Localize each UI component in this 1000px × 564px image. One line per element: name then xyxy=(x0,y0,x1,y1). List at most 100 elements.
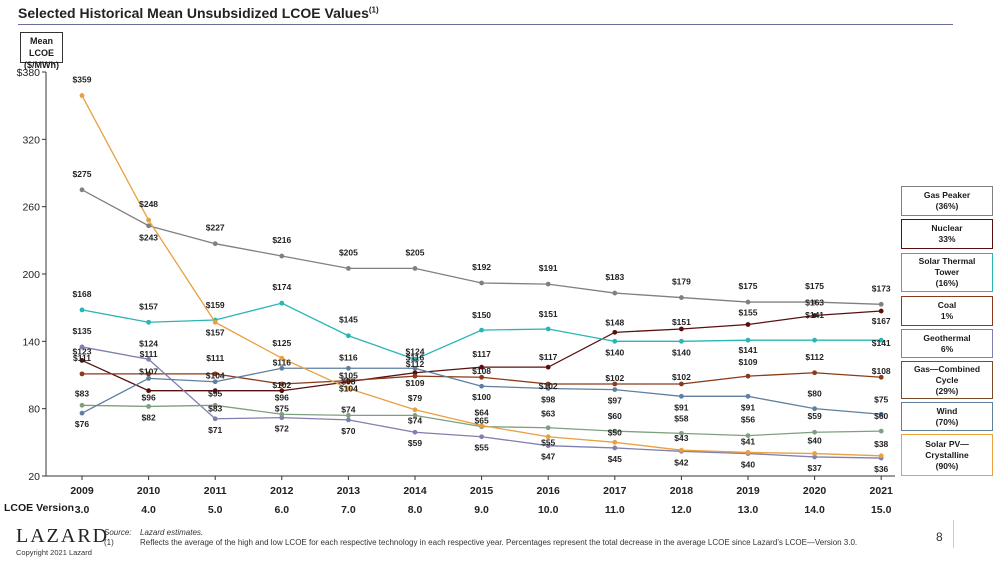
data-label: $192 xyxy=(472,262,491,272)
data-label: $140 xyxy=(672,347,691,357)
data-point xyxy=(412,407,418,413)
page-number: 8 xyxy=(936,530,943,544)
data-point xyxy=(878,428,884,434)
y-axis-label-line-1: Mean LCOE xyxy=(28,36,54,58)
data-label: $100 xyxy=(472,392,491,402)
data-point xyxy=(479,383,484,389)
data-label: $108 xyxy=(472,366,491,376)
data-point xyxy=(279,381,285,387)
data-label: $175 xyxy=(739,281,758,291)
legend-item: Gas Peaker (36%) xyxy=(901,186,993,216)
data-point xyxy=(679,430,684,436)
data-label: $58 xyxy=(674,413,688,423)
x-tick-label: 2015 xyxy=(470,485,494,497)
legend-item-label: (36%) xyxy=(935,201,959,211)
legend-item-label: 33% xyxy=(938,234,956,244)
data-label: $117 xyxy=(472,349,491,359)
data-point xyxy=(612,387,618,392)
data-label: $148 xyxy=(605,317,624,327)
data-label: $60 xyxy=(608,411,622,421)
data-point xyxy=(212,388,218,394)
data-point xyxy=(812,299,817,305)
legend-item: Wind (70%) xyxy=(901,402,993,431)
data-point xyxy=(878,453,884,459)
data-label: $205 xyxy=(339,247,358,257)
data-label: $248 xyxy=(139,199,158,209)
y-tick-label: 260 xyxy=(22,202,40,214)
legend-item-label: Gas Peaker xyxy=(923,190,971,200)
legend-item: Coal 1% xyxy=(901,296,993,326)
x-tick-label: 2009 xyxy=(70,485,94,497)
x-tick-label: 2018 xyxy=(670,485,694,497)
data-point xyxy=(745,299,751,305)
data-label: $75 xyxy=(874,394,888,404)
legend-item-label: Nuclear xyxy=(931,223,963,233)
data-label: $167 xyxy=(872,316,891,326)
x-tick-label: 2016 xyxy=(537,485,561,497)
data-label: $140 xyxy=(605,347,624,357)
data-label: $145 xyxy=(339,315,358,325)
data-label: $173 xyxy=(872,283,891,293)
data-label: $55 xyxy=(541,438,555,448)
data-label: $79 xyxy=(408,393,422,403)
data-label: $55 xyxy=(475,443,489,453)
data-point xyxy=(79,402,85,408)
data-label: $112 xyxy=(406,359,425,369)
legend-item-label: Geothermal xyxy=(923,332,971,343)
data-label: $70 xyxy=(341,426,355,436)
data-point xyxy=(346,413,351,418)
data-label: $141 xyxy=(872,338,891,348)
x-tick-label: 2014 xyxy=(403,485,427,497)
data-label: $191 xyxy=(539,263,558,273)
x-tick-label: 2011 xyxy=(204,485,227,497)
data-point xyxy=(146,356,152,362)
data-label: $59 xyxy=(408,438,422,448)
version-label: 11.0 xyxy=(605,504,625,516)
x-tick-label: 2010 xyxy=(137,485,161,497)
data-label: $102 xyxy=(672,372,691,382)
data-point xyxy=(612,439,618,445)
data-point xyxy=(545,443,551,449)
data-label: $50 xyxy=(608,427,622,437)
data-label: $82 xyxy=(142,412,156,422)
y-axis-label-line-2: ($/MWh) xyxy=(24,60,59,70)
data-point xyxy=(346,417,351,423)
data-label: $124 xyxy=(139,338,158,348)
data-label: $91 xyxy=(741,402,755,412)
data-point xyxy=(479,280,484,286)
legend-item-label: Cycle xyxy=(935,374,959,385)
data-point xyxy=(812,313,817,318)
legend-item: Solar PV— Crystalline (90%) xyxy=(901,434,993,476)
data-point xyxy=(146,404,152,409)
data-point xyxy=(612,329,618,335)
data-point xyxy=(545,434,551,440)
legend-item-label: 1% xyxy=(940,311,954,321)
data-point xyxy=(79,371,85,377)
data-point xyxy=(79,358,85,363)
data-point xyxy=(812,406,817,412)
data-point xyxy=(745,450,751,455)
y-tick-label: 200 xyxy=(22,269,40,281)
data-label: $157 xyxy=(206,327,225,337)
footnote-1-text: Reflects the average of the high and low… xyxy=(140,538,858,547)
data-label: $109 xyxy=(406,378,425,388)
series-line xyxy=(81,189,882,305)
data-label: $102 xyxy=(605,373,624,383)
data-point xyxy=(545,425,551,431)
data-point xyxy=(679,338,684,344)
data-label: $47 xyxy=(541,452,555,462)
data-label: $59 xyxy=(808,411,822,421)
version-label: 5.0 xyxy=(208,504,223,516)
data-point xyxy=(412,265,418,271)
data-label: $83 xyxy=(75,388,89,398)
legend-item: Geothermal 6% xyxy=(901,329,993,358)
data-point xyxy=(612,381,618,387)
data-point xyxy=(679,295,684,300)
data-label: $108 xyxy=(872,366,891,376)
data-label: $243 xyxy=(139,233,158,243)
data-label: $83 xyxy=(208,403,222,413)
data-point xyxy=(146,375,152,381)
data-label: $72 xyxy=(275,424,289,434)
data-point xyxy=(79,307,85,313)
